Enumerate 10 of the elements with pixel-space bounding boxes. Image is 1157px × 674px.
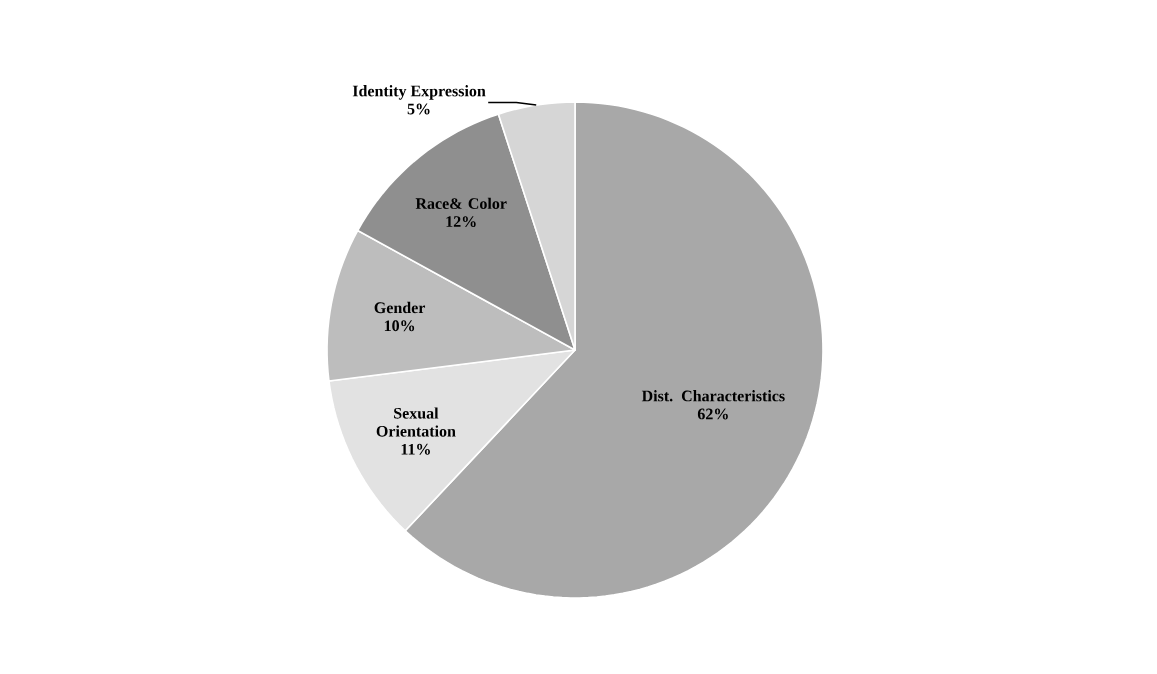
slice-label: Race& Color — [415, 197, 507, 209]
slice-label: Identity Expression — [352, 85, 486, 100]
data-label: 5% — [407, 103, 430, 115]
data-label: 12% — [446, 216, 476, 228]
slice-label: Gender — [374, 301, 426, 314]
data-label: 10% — [384, 320, 415, 332]
slice-label: Sexual Orientation — [376, 407, 456, 437]
data-label: 62% — [697, 408, 728, 420]
slice-label: Dist. Characteristics — [641, 390, 785, 402]
data-label: 11% — [401, 443, 430, 455]
